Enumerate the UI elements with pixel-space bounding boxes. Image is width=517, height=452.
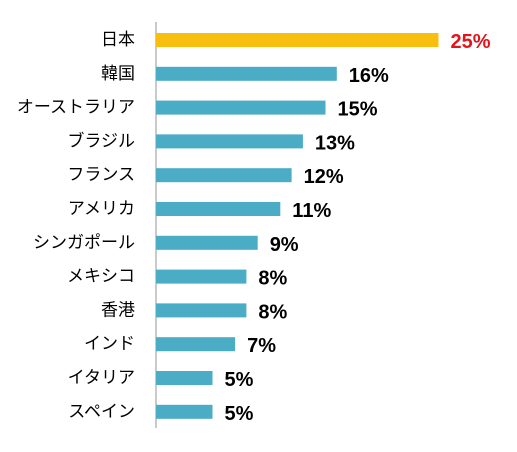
value-label-row-12: 5%: [225, 403, 254, 425]
category-label-row-8: メキシコ: [67, 267, 135, 287]
bar-row-3: [156, 100, 326, 115]
category-label-row-9: 香港: [101, 300, 135, 320]
bar-row-6: [156, 202, 281, 216]
category-label-row-2: 韓国: [101, 64, 135, 84]
bar-row-11: [156, 371, 213, 385]
value-label-row-5: 12%: [304, 166, 344, 188]
value-label-row-6: 11%: [292, 200, 331, 222]
category-label-row-12: スペイン: [68, 402, 135, 422]
value-label-row-11: 5%: [225, 369, 254, 391]
bar-row-12: [156, 404, 213, 419]
category-label-row-6: アメリカ: [68, 199, 135, 219]
value-label-row-4: 13%: [315, 132, 355, 154]
value-label-row-10: 7%: [247, 335, 276, 357]
value-label-row-8: 8%: [258, 268, 287, 290]
value-label-row-3: 15%: [338, 99, 378, 121]
value-label-row-1: 25%: [451, 31, 491, 53]
bar-row-9: [156, 303, 247, 318]
value-labels: 25% 16% 15% 13% 12% 11% 9% 8% 8% 7% 5% 5%: [225, 31, 491, 425]
category-label-row-4: ブラジル: [67, 130, 135, 151]
category-labels: 日本韓国オーストラリアブラジルフランスアメリカシンガポールメキシコ香港インドイタ…: [17, 30, 135, 422]
value-label-row-7: 9%: [270, 234, 299, 256]
category-label-row-10: インド: [84, 334, 135, 354]
bar-row-4: [156, 134, 303, 149]
bar-row-7: [156, 235, 258, 250]
category-label-row-7: シンガポール: [33, 233, 135, 253]
category-label-row-5: フランス: [67, 165, 135, 185]
bar-row-5: [156, 168, 292, 183]
value-label-row-2: 16%: [349, 65, 389, 87]
bar-row-1: [156, 33, 439, 47]
bar-row-2: [156, 66, 337, 81]
bar-row-10: [156, 337, 236, 352]
category-label-row-3: オーストラリア: [17, 98, 135, 118]
category-label-row-11: イタリア: [68, 368, 135, 388]
bar-row-8: [156, 269, 247, 284]
category-label-row-1: 日本: [101, 30, 135, 50]
value-label-row-9: 8%: [258, 301, 287, 323]
bars: [156, 33, 439, 419]
